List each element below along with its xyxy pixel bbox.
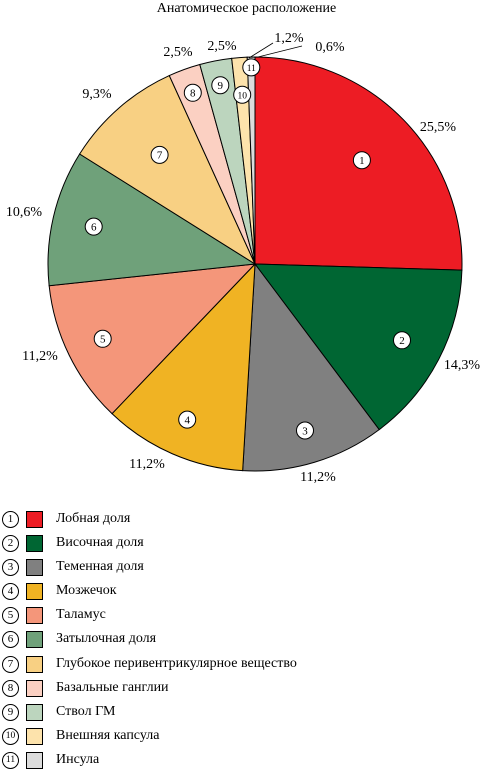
slice-marker-9: 9 <box>211 76 230 95</box>
slice-value-label-5: 11,2% <box>22 349 58 364</box>
slice-marker-8: 8 <box>183 83 202 102</box>
slice-marker-10: 10 <box>233 85 252 104</box>
legend-label: Височная доля <box>56 535 144 551</box>
svg-text:4: 4 <box>184 414 190 426</box>
legend-marker: 8 <box>2 679 19 697</box>
slice-marker-6: 6 <box>84 217 103 236</box>
legend-swatch <box>26 535 43 553</box>
slice-marker-7: 7 <box>150 145 169 164</box>
slice-marker-1: 1 <box>352 151 371 170</box>
svg-text:11: 11 <box>247 64 256 74</box>
slice-marker-3: 3 <box>296 421 314 440</box>
legend-label: Таламус <box>56 607 106 623</box>
pie-slice-7 <box>78 74 257 266</box>
legend-swatch <box>26 655 43 673</box>
legend-label: Базальные ганглии <box>56 679 169 695</box>
slice-value-label-8: 2,5% <box>163 45 193 60</box>
slice-value-label-9: 2,5% <box>207 39 237 54</box>
legend-label: Лобная доля <box>56 511 131 526</box>
legend-item-4: 4 Мозжечок <box>2 580 482 604</box>
slice-value-label-10: 1,2% <box>274 31 304 46</box>
svg-text:5: 5 <box>100 334 106 346</box>
legend: 1 Лобная доля 2 Височная доля 3 Теменная доля… <box>2 508 482 773</box>
slice-value-label-1: 25,5% <box>420 120 457 135</box>
legend-item-8: 8 Базальные ганглии <box>2 677 482 701</box>
legend-item-2: 2 Височная доля <box>2 532 482 556</box>
legend-label: Мозжечок <box>56 583 117 599</box>
legend-marker: 3 <box>2 559 19 577</box>
svg-text:7: 7 <box>157 150 163 162</box>
legend-item-1: 1 Лобная доля <box>2 508 482 532</box>
legend-marker: 10 <box>2 727 19 745</box>
legend-marker: 5 <box>2 607 19 625</box>
legend-swatch <box>26 727 43 745</box>
legend-swatch <box>26 583 43 601</box>
slice-value-label-11: 0,6% <box>315 40 345 55</box>
leader-line-10 <box>248 42 274 59</box>
legend-swatch <box>26 751 43 769</box>
legend-label: Ствол ГМ <box>56 703 116 719</box>
svg-text:9: 9 <box>218 80 224 92</box>
legend-swatch <box>26 559 43 577</box>
legend-label: Теменная доля <box>56 559 144 575</box>
legend-swatch <box>26 511 43 528</box>
svg-text:1: 1 <box>359 155 365 167</box>
slice-value-label-7: 9,3% <box>82 87 112 102</box>
legend-item-10: 10 Внешняя капсула <box>2 725 482 749</box>
svg-text:3: 3 <box>302 425 308 437</box>
slice-marker-11: 11 <box>242 58 261 77</box>
pie-chart: 1 2 3 4 5 6 7 8 9 10 11 25,5% 14,3% 11,2% 11,2% 11,2% 1… <box>6 31 481 485</box>
slice-marker-4: 4 <box>178 410 197 429</box>
legend-swatch <box>26 631 43 649</box>
legend-marker: 7 <box>2 655 19 673</box>
leader-line-11 <box>257 45 303 58</box>
legend-marker: 4 <box>2 583 19 601</box>
pie-slice-6 <box>47 153 257 287</box>
legend-marker: 11 <box>2 751 19 769</box>
legend-label: Инсула <box>56 751 100 767</box>
legend-label: Внешняя капсула <box>56 727 160 743</box>
pie-slice-3 <box>242 262 380 472</box>
legend-marker: 1 <box>2 511 19 528</box>
slice-marker-2: 2 <box>393 331 411 350</box>
legend-item-7: 7 Глубокое перивентрикулярное вещество <box>2 653 482 677</box>
legend-label: Глубокое перивентрикулярное вещество <box>56 655 297 671</box>
svg-text:8: 8 <box>190 88 196 100</box>
legend-item-6: 6 Затылочная доля <box>2 628 482 652</box>
legend-marker: 9 <box>2 703 19 721</box>
legend-marker: 2 <box>2 535 19 553</box>
legend-label: Затылочная доля <box>56 631 157 647</box>
slice-value-label-4: 11,2% <box>129 457 165 472</box>
slice-marker-5: 5 <box>93 329 112 348</box>
chart-title: Анатомическое расположение <box>156 1 337 16</box>
pie-slice-2 <box>253 263 463 431</box>
pie-slice-5 <box>48 263 257 415</box>
svg-text:2: 2 <box>399 335 405 347</box>
svg-text:6: 6 <box>91 221 97 233</box>
pie-slice-4 <box>111 262 256 472</box>
legend-item-9: 9 Ствол ГМ <box>2 701 482 725</box>
legend-swatch <box>26 703 43 721</box>
legend-swatch <box>26 679 43 697</box>
slice-value-label-3: 11,2% <box>300 470 336 485</box>
slice-value-label-2: 14,3% <box>444 358 481 373</box>
legend-item-3: 3 Теменная доля <box>2 556 482 580</box>
svg-text:10: 10 <box>237 92 247 102</box>
legend-swatch <box>26 607 43 625</box>
legend-item-11: 11 Инсула <box>2 749 482 773</box>
legend-item-5: 5 Таламус <box>2 604 482 628</box>
slice-value-label-6: 10,6% <box>6 205 43 220</box>
legend-marker: 6 <box>2 631 19 649</box>
